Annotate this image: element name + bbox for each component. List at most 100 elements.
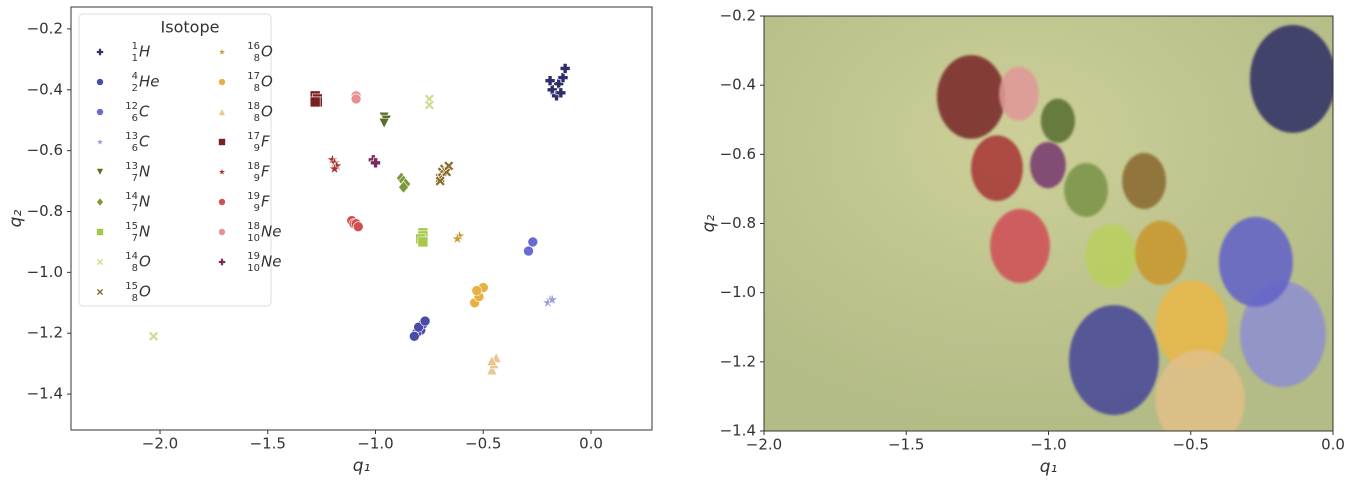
regions xyxy=(936,25,1333,431)
x-tick-label: 0.0 xyxy=(1321,436,1345,454)
legend-label: F xyxy=(261,193,270,211)
x-axis-label: q₁ xyxy=(353,456,371,476)
legend-marker xyxy=(96,288,104,296)
point xyxy=(309,96,321,108)
point xyxy=(443,160,455,172)
y-axis-label: q₂ xyxy=(699,215,719,233)
region xyxy=(1134,220,1187,286)
x-tick-label: −0.5 xyxy=(465,435,501,453)
legend-marker xyxy=(218,228,226,236)
x-tick-label: −1.0 xyxy=(1030,436,1066,454)
x-tick-label: −2.0 xyxy=(746,436,782,454)
legend-label: C xyxy=(139,133,150,151)
point xyxy=(423,99,435,111)
point xyxy=(370,157,381,169)
legend-mass: 19 xyxy=(247,191,260,202)
region xyxy=(1218,216,1293,307)
y-tick-label: −0.6 xyxy=(27,141,63,159)
region xyxy=(1040,98,1075,143)
point xyxy=(486,354,498,366)
point xyxy=(471,285,483,296)
legend-mass: 12 xyxy=(125,101,138,112)
region xyxy=(971,135,1023,202)
legend-mass: 18 xyxy=(247,161,260,172)
legend-marker xyxy=(96,197,104,207)
legend-label: O xyxy=(261,73,273,91)
legend-charge: 10 xyxy=(247,233,260,244)
legend-label: F xyxy=(261,163,270,181)
y-tick-label: −1.2 xyxy=(27,324,63,342)
legend-mass: 16 xyxy=(247,41,260,52)
legend-charge: 7 xyxy=(132,203,138,214)
y-tick-label: −0.8 xyxy=(27,202,63,220)
point xyxy=(398,180,409,194)
point xyxy=(434,175,446,187)
region xyxy=(936,55,1006,139)
legend-charge: 10 xyxy=(247,263,260,274)
legend-marker xyxy=(96,108,104,116)
region xyxy=(1064,162,1108,217)
legend-charge: 8 xyxy=(132,293,138,304)
legend-label: F xyxy=(261,133,270,151)
legend-marker xyxy=(218,138,226,146)
legend-label: O xyxy=(261,43,273,61)
y-tick-label: −0.2 xyxy=(27,19,63,37)
point xyxy=(378,117,390,129)
y-tick-label: −0.2 xyxy=(720,7,756,25)
legend-label: N xyxy=(139,223,150,241)
x-tick-label: 0.0 xyxy=(579,435,603,453)
point xyxy=(408,330,420,342)
legend-marker xyxy=(96,48,104,56)
y-tick-label: −1.2 xyxy=(720,352,756,370)
y-tick-label: −0.6 xyxy=(720,145,756,163)
legend-charge: 7 xyxy=(132,173,138,184)
legend-mass: 18 xyxy=(247,101,260,112)
legend-label: C xyxy=(139,103,150,121)
legend-label: Ne xyxy=(261,223,281,241)
point xyxy=(350,93,362,105)
legend-label: O xyxy=(139,253,151,271)
y-tick-label: −1.4 xyxy=(720,422,756,440)
y-tick-label: −1.4 xyxy=(27,385,63,403)
legend-box xyxy=(78,13,272,307)
legend-label: N xyxy=(139,193,150,211)
legend-marker xyxy=(218,198,226,206)
legend-label: Ne xyxy=(261,253,281,271)
legend-charge: 8 xyxy=(254,83,260,94)
x-tick-label: −2.0 xyxy=(142,435,178,453)
legend-mass: 14 xyxy=(125,251,138,262)
legend-marker xyxy=(218,78,226,86)
legend-marker xyxy=(217,46,227,57)
legend-mass: 4 xyxy=(132,71,138,82)
legend-charge: 9 xyxy=(254,203,260,214)
legend-mass: 19 xyxy=(247,251,260,262)
legend-charge: 9 xyxy=(254,173,260,184)
x-tick-label: −0.5 xyxy=(1173,436,1209,454)
legend-charge: 9 xyxy=(254,143,260,154)
point xyxy=(523,245,534,257)
y-tick-label: −0.4 xyxy=(720,76,756,94)
point xyxy=(450,231,465,245)
region xyxy=(1030,141,1066,189)
legend-charge: 2 xyxy=(132,83,138,94)
y-tick-label: −1.0 xyxy=(27,263,63,281)
legend-label: H xyxy=(139,43,150,61)
legend-charge: 6 xyxy=(132,143,138,154)
point xyxy=(352,221,364,233)
legend-label: O xyxy=(139,283,151,301)
legend-mass: 17 xyxy=(247,71,260,82)
legend-mass: 17 xyxy=(247,131,260,142)
legend-label: He xyxy=(139,73,160,91)
legend-charge: 6 xyxy=(132,113,138,124)
legend-charge: 8 xyxy=(254,113,260,124)
x-tick-label: −1.5 xyxy=(888,436,924,454)
legend-title: Isotope xyxy=(161,18,220,37)
legend-charge: 1 xyxy=(132,53,138,64)
legend-marker xyxy=(96,258,104,266)
region xyxy=(1249,25,1333,133)
region xyxy=(1239,281,1326,388)
legend-marker xyxy=(96,78,104,86)
legend-marker xyxy=(96,228,104,236)
legend-mass: 14 xyxy=(125,191,138,202)
region xyxy=(990,208,1050,283)
